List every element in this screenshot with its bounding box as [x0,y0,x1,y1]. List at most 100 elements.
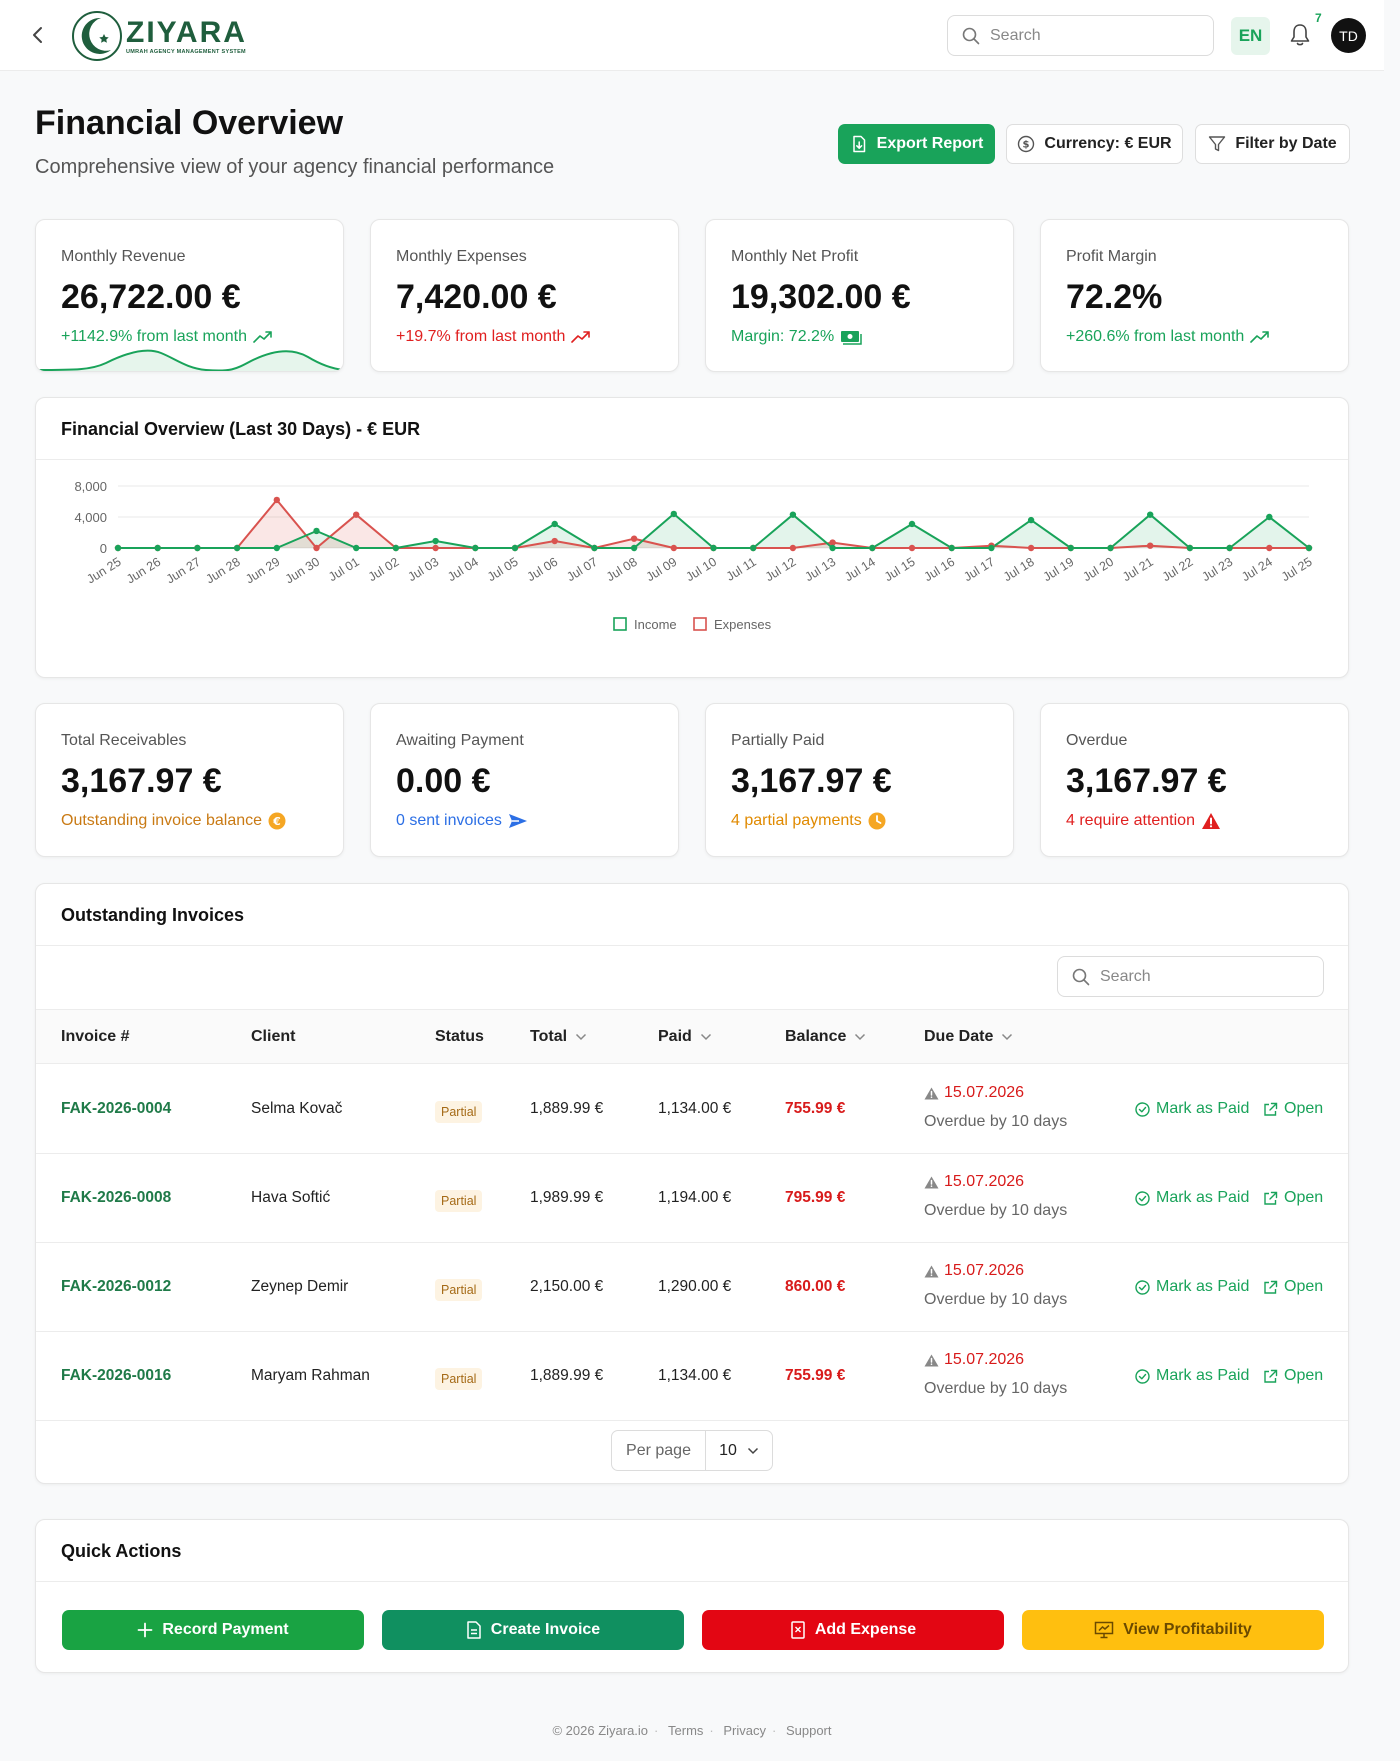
warning-triangle-icon [924,1265,939,1277]
data-point-income [630,544,638,552]
open-invoice-button[interactable]: Open [1263,1367,1323,1385]
currency-button[interactable]: $ Currency: € EUR [1006,124,1183,164]
global-search[interactable] [947,15,1214,56]
invoice-search[interactable] [1057,956,1324,997]
stat-value: 3,167.97 € [1066,762,1227,800]
logo-word: ZIYARA [126,15,247,49]
y-tick-label: 4,000 [74,510,107,525]
open-invoice-button[interactable]: Open [1263,1100,1323,1118]
language-button[interactable]: EN [1231,17,1270,55]
export-report-button[interactable]: Export Report [838,124,995,164]
data-point-income [392,544,400,552]
table-header: Invoice # Client Status Total Paid Balan… [36,1009,1348,1064]
invoice-search-input[interactable] [1100,967,1300,986]
stat-value: 3,167.97 € [61,762,222,800]
stat-card-revenue: Monthly Revenue 26,722.00 € +1142.9% fro… [35,219,344,372]
column-balance[interactable]: Balance [785,1028,866,1046]
warning-triangle-icon [924,1354,939,1366]
bell-icon[interactable] [1288,22,1312,48]
stat-card-expenses: Monthly Expenses 7,420.00 € +19.7% from … [370,219,679,372]
stat-label: Awaiting Payment [396,732,524,749]
currency-label: Currency: € EUR [1044,135,1172,152]
chevron-down-icon [700,1033,711,1041]
check-circle-icon [1135,1101,1150,1117]
stat-value: 7,420.00 € [396,278,557,316]
create-invoice-label: Create Invoice [490,1621,601,1638]
open-label: Open [1284,1367,1324,1384]
stat-note-text: Margin: 72.2% [731,328,835,345]
stat-card-profit-margin: Profit Margin 72.2% +260.6% from last mo… [1040,219,1349,372]
overdue-text: Overdue by 10 days [924,1202,1068,1219]
page-title: Financial Overview [35,104,344,142]
footer-terms-link[interactable]: Terms [668,1723,704,1738]
legend-swatch-income [613,617,627,631]
overdue-text: Overdue by 10 days [924,1291,1068,1308]
invoice-number-link[interactable]: FAK-2026-0012 [61,1278,172,1295]
filter-by-date-button[interactable]: Filter by Date [1195,124,1350,164]
search-icon [962,27,980,44]
due-date-text: 15.07.2026 [944,1084,1025,1101]
euro-coin-icon: € [268,812,286,830]
x-tick-label: Jun 28 [203,555,242,587]
data-point-income [908,520,916,528]
data-point-income [1107,544,1114,552]
back-arrow-icon[interactable] [27,24,49,46]
view-profitability-label: View Profitability [1123,1621,1252,1638]
mark-as-paid-button[interactable]: Mark as Paid [1135,1189,1249,1207]
open-label: Open [1284,1278,1324,1295]
balance-amount: 755.99 € [785,1100,846,1117]
view-profitability-button[interactable]: View Profitability [1022,1610,1324,1650]
x-tick-label: Jul 14 [842,555,878,585]
check-circle-icon [1135,1368,1150,1384]
x-tick-label: Jul 24 [1239,555,1275,585]
open-invoice-button[interactable]: Open [1263,1278,1323,1296]
x-tick-label: Jul 21 [1120,555,1156,585]
trend-up-icon [253,331,272,343]
file-download-icon [852,135,865,153]
top-bar: ZIYARA UMRAH AGENCY MANAGEMENT SYSTEM EN… [0,0,1384,71]
x-tick-label: Jul 04 [445,555,481,585]
trend-up-icon [1250,331,1270,343]
mark-as-paid-button[interactable]: Mark as Paid [1135,1100,1249,1118]
x-tick-label: Jul 23 [1199,555,1235,585]
per-page-label: Per page [612,1431,706,1470]
column-total[interactable]: Total [530,1028,587,1046]
invoice-number-link[interactable]: FAK-2026-0016 [61,1367,172,1384]
avatar[interactable]: TD [1331,18,1366,53]
x-tick-label: Jul 09 [644,555,680,585]
overdue-text: Overdue by 10 days [924,1113,1068,1130]
column-due-date[interactable]: Due Date [924,1028,1013,1046]
total-amount: 2,150.00 € [530,1278,604,1295]
add-expense-button[interactable]: Add Expense [702,1610,1004,1650]
open-label: Open [1284,1189,1324,1206]
invoice-number-link[interactable]: FAK-2026-0008 [61,1189,172,1206]
mark-as-paid-button[interactable]: Mark as Paid [1135,1367,1249,1385]
open-invoice-button[interactable]: Open [1263,1189,1323,1207]
column-paid[interactable]: Paid [658,1028,712,1046]
stat-card-partially-paid: Partially Paid 3,167.97 € 4 partial paym… [705,703,1014,857]
global-search-input[interactable] [990,26,1190,45]
data-point-income [194,544,201,552]
table-row: FAK-2026-0012 Zeynep Demir Partial 2,150… [36,1243,1348,1332]
stat-label: Partially Paid [731,732,825,749]
table-row: FAK-2026-0016 Maryam Rahman Partial 1,88… [36,1332,1348,1421]
data-point-income [511,544,519,552]
invoice-number-link[interactable]: FAK-2026-0004 [61,1100,172,1117]
data-point-expenses [829,539,836,546]
currency-coin-icon: $ [1018,135,1035,153]
per-page-select[interactable]: 10 [706,1442,772,1460]
logo[interactable]: ZIYARA UMRAH AGENCY MANAGEMENT SYSTEM [71,10,247,62]
create-invoice-button[interactable]: Create Invoice [382,1610,684,1650]
y-tick-label: 0 [100,541,107,556]
mark-as-paid-button[interactable]: Mark as Paid [1135,1278,1249,1296]
data-point-income [1147,511,1154,518]
x-tick-label: Jul 05 [485,555,521,585]
warning-triangle-icon [924,1176,939,1188]
footer-privacy-link[interactable]: Privacy [723,1723,766,1738]
stat-value: 26,722.00 € [61,278,241,316]
data-point-expenses [551,537,558,545]
warning-triangle-icon [1201,813,1220,829]
footer-support-link[interactable]: Support [785,1723,832,1738]
record-payment-button[interactable]: Record Payment [62,1610,364,1650]
